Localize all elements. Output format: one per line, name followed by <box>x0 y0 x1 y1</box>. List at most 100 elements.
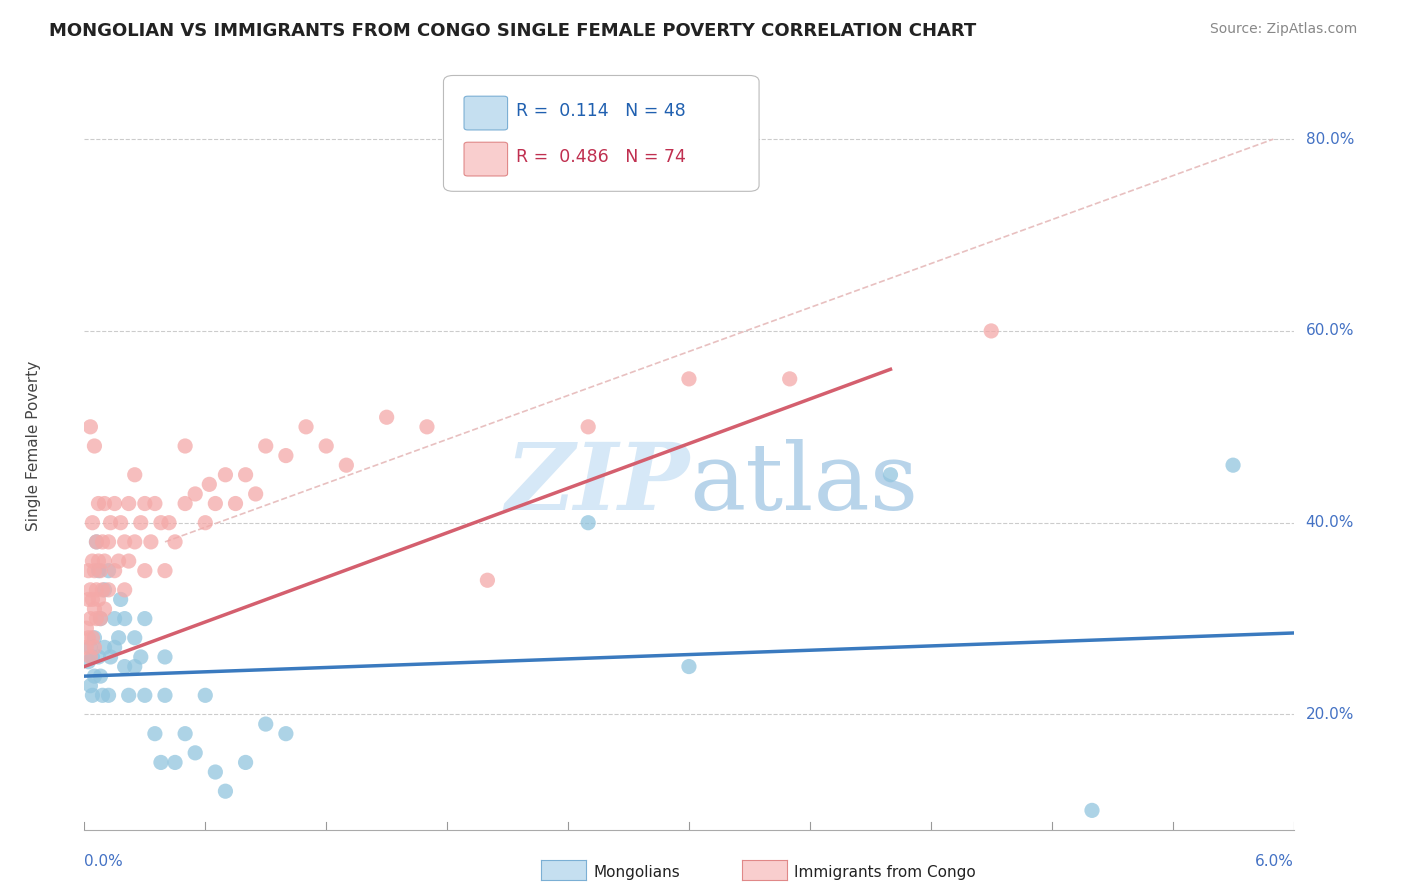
Point <box>254 717 277 731</box>
Point <box>204 496 226 510</box>
Point <box>110 516 132 530</box>
Point <box>83 564 105 578</box>
Point <box>82 516 104 530</box>
Point <box>576 516 599 530</box>
Point <box>77 655 100 669</box>
Point <box>576 419 599 434</box>
Point <box>129 516 152 530</box>
Point <box>79 612 101 626</box>
Point <box>89 564 111 578</box>
Point <box>153 564 176 578</box>
Point <box>153 649 176 664</box>
Point <box>214 467 236 482</box>
Point <box>118 689 141 703</box>
Point <box>165 534 187 549</box>
Point <box>93 582 115 597</box>
Point <box>225 496 247 510</box>
Point <box>77 564 100 578</box>
Text: R =  0.114   N = 48: R = 0.114 N = 48 <box>516 102 686 120</box>
Point <box>83 669 105 683</box>
Point <box>194 516 217 530</box>
Point <box>254 439 277 453</box>
Text: Mongolians: Mongolians <box>593 865 681 880</box>
Point <box>87 592 110 607</box>
Point <box>124 659 146 673</box>
Text: Immigrants from Congo: Immigrants from Congo <box>794 865 976 880</box>
Point <box>107 554 129 568</box>
Text: 6.0%: 6.0% <box>1254 854 1294 869</box>
Point <box>134 612 156 626</box>
Point <box>235 756 257 770</box>
Point <box>87 554 110 568</box>
Point <box>104 496 127 510</box>
Point <box>107 631 129 645</box>
Point <box>678 372 700 386</box>
Point <box>86 612 108 626</box>
Point <box>134 496 156 510</box>
Point <box>91 689 114 703</box>
Point <box>83 631 105 645</box>
Point <box>416 419 439 434</box>
Point <box>335 458 357 473</box>
Point <box>104 564 127 578</box>
Point <box>678 659 700 673</box>
Point <box>93 554 115 568</box>
FancyBboxPatch shape <box>464 142 508 176</box>
Point <box>114 534 136 549</box>
Point <box>82 631 104 645</box>
Text: atlas: atlas <box>689 440 918 529</box>
Point <box>97 689 120 703</box>
Point <box>157 516 180 530</box>
Point <box>77 592 100 607</box>
Point <box>184 487 207 501</box>
Point <box>82 554 104 568</box>
Point <box>129 649 152 664</box>
Text: 0.0%: 0.0% <box>84 854 124 869</box>
Point <box>1081 804 1104 818</box>
Point <box>79 582 101 597</box>
Point <box>77 631 100 645</box>
Point <box>89 612 111 626</box>
Point <box>134 689 156 703</box>
Point <box>104 640 127 655</box>
Point <box>779 372 801 386</box>
Point <box>118 496 141 510</box>
Text: Source: ZipAtlas.com: Source: ZipAtlas.com <box>1209 22 1357 37</box>
Point <box>149 756 172 770</box>
Point <box>174 439 197 453</box>
Point <box>124 631 146 645</box>
Text: ZIP: ZIP <box>505 440 689 529</box>
Point <box>165 756 187 770</box>
Point <box>79 679 101 693</box>
Point <box>194 689 217 703</box>
Point <box>79 649 101 664</box>
Point <box>100 649 122 664</box>
Point <box>274 449 297 463</box>
Point <box>980 324 1002 338</box>
Point <box>235 467 257 482</box>
Point <box>82 649 104 664</box>
Point <box>143 726 166 740</box>
Point <box>149 516 172 530</box>
Point <box>124 467 146 482</box>
Point <box>86 534 108 549</box>
Point <box>110 592 132 607</box>
Point <box>75 621 97 635</box>
Point <box>89 612 111 626</box>
Point <box>79 640 101 655</box>
Point <box>75 640 97 655</box>
Point <box>153 689 176 703</box>
Point <box>134 564 156 578</box>
Point <box>477 573 499 587</box>
Point <box>89 669 111 683</box>
Point <box>174 726 197 740</box>
Point <box>204 765 226 780</box>
Point <box>82 689 104 703</box>
Point <box>139 534 162 549</box>
Point <box>114 612 136 626</box>
Point <box>83 439 105 453</box>
Point <box>97 582 120 597</box>
Point <box>93 496 115 510</box>
Point <box>82 592 104 607</box>
Point <box>124 534 146 549</box>
